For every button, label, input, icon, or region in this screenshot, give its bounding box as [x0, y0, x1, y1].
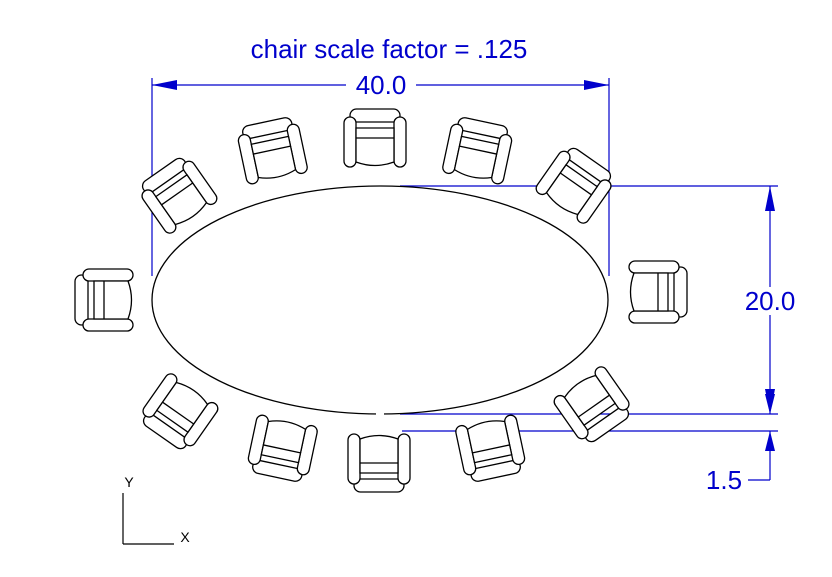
chair-top-3 — [343, 108, 407, 168]
width-label-mask — [346, 72, 416, 98]
chairs — [74, 108, 688, 493]
chair-left — [74, 268, 134, 332]
chair-bottom-1 — [135, 370, 221, 456]
drawing-title: chair scale factor = .125 — [251, 34, 528, 64]
width-arrow-left — [152, 80, 177, 90]
chair-right — [628, 260, 688, 324]
ucs-icon — [122, 493, 174, 545]
width-arrow-right — [584, 80, 609, 90]
chair-top-1 — [134, 151, 220, 237]
chair-top-4 — [441, 114, 516, 186]
chair-top-5 — [533, 141, 619, 227]
chair-bottom-2 — [244, 413, 319, 485]
ucs-y-label: Y — [124, 474, 134, 490]
width-dimension-label: 40.0 — [356, 70, 407, 100]
offset-dimension-label: 1.5 — [706, 465, 742, 495]
chair-bottom-4 — [454, 413, 529, 485]
width-dimension — [151, 78, 610, 276]
height-arrow-top — [765, 186, 775, 211]
height-label-mask — [736, 287, 802, 315]
height-dimension-label: 20.0 — [745, 286, 796, 316]
offset-arrow-top — [765, 394, 775, 414]
offset-arrow-bottom — [765, 431, 775, 451]
ucs-x-label: X — [180, 529, 190, 545]
table-ellipse — [151, 185, 609, 415]
chair-bottom-5 — [551, 363, 637, 449]
chair-top-2 — [234, 114, 309, 186]
chair-bottom-3 — [347, 433, 411, 493]
table-gap — [376, 410, 384, 417]
